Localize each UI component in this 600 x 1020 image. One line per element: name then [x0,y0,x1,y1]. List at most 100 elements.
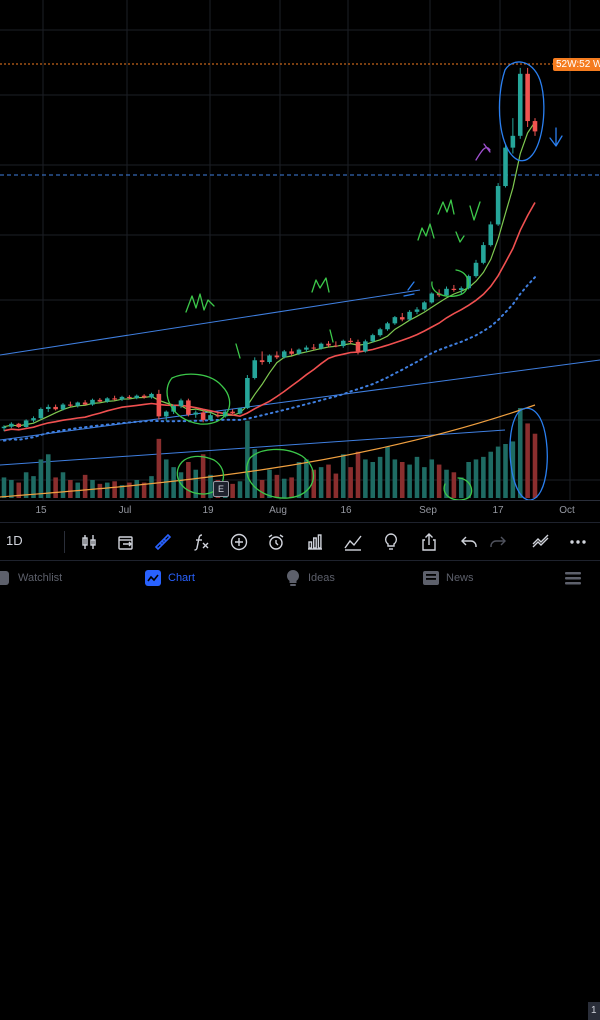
volume-bar [289,477,294,498]
time-axis[interactable]: 15 Jul 19 Aug 16 Sep 17 Oct 1 [0,500,600,1020]
tab-label: Chart [168,572,195,584]
watchlist-icon [0,571,9,585]
volume-bar [473,459,479,498]
volume-bar [245,420,250,498]
alarm-icon[interactable] [263,529,289,555]
volume-bar [348,467,353,498]
share-icon[interactable] [416,529,442,555]
volume-bar [156,438,162,498]
more-icon[interactable] [565,529,591,555]
candle [495,183,501,226]
candle [414,307,420,315]
volume-bar [267,469,272,498]
menu-icon [565,572,581,585]
sma-fast-line [3,121,536,428]
volume-bar [45,454,51,498]
ruler-icon[interactable] [150,529,176,555]
volume-bar [532,433,538,498]
candle [503,144,508,188]
candle [53,404,58,411]
volume-bar [422,467,427,498]
tab-label: Watchlist [18,572,63,584]
candles-icon[interactable] [76,529,102,555]
channel-lower-line [0,359,600,441]
toolbar-divider [64,531,65,553]
volume-bar [200,454,206,498]
sma-dotted-line [3,276,536,442]
annotation-stroke [246,448,314,499]
volume-bar [53,477,58,498]
candle [156,389,162,420]
annotation-stroke [498,61,545,162]
candle [429,292,435,304]
candle [444,286,449,297]
volume-bar [495,446,501,498]
interval-button[interactable]: 1D [6,533,23,548]
chart-icon [145,570,161,586]
indicator-icon[interactable] [340,529,366,555]
candle [311,344,317,351]
volume-bar [503,444,508,498]
candle [385,321,390,331]
candle [90,398,95,406]
tab-menu[interactable] [564,569,588,587]
annotation-stroke [469,201,481,221]
candle [75,401,81,408]
volume-bar [68,480,73,498]
undo-icon[interactable] [456,529,482,555]
annotation-stroke [455,231,465,243]
drawing-icon[interactable] [528,529,554,555]
volume-bar [304,459,309,498]
replay-icon[interactable] [113,529,139,555]
plus-circle-icon[interactable] [226,529,252,555]
tab-label: Ideas [308,572,335,584]
volume-bar [436,464,442,498]
volume-bar [392,459,398,498]
bars-icon[interactable] [302,529,328,555]
candle [340,339,346,348]
candle [38,407,44,420]
candle [451,284,457,292]
earnings-marker[interactable]: E [213,481,229,497]
time-tick: Oct [559,505,575,516]
candle [392,315,398,325]
volume-bar [23,472,29,498]
annotation-stroke [431,269,469,297]
tab-news[interactable]: News [422,569,474,587]
candle [318,342,324,350]
volume-bar [429,459,435,498]
candle [97,398,103,403]
candle [326,341,331,348]
candle [377,327,383,337]
redo-icon[interactable] [485,529,511,555]
candle [237,407,243,415]
annotation-stroke [443,477,473,500]
volume-bar [370,462,376,498]
candle [407,310,412,321]
volume-bar [296,462,302,498]
annotation-stroke [311,277,330,293]
volume-bar [163,459,169,498]
volume-bar [82,474,88,498]
volume-bar [311,469,317,498]
candle [119,395,125,402]
tab-chart[interactable]: Chart [144,569,195,587]
hand-drawn-annotations [166,61,563,500]
candle [355,339,361,355]
time-tick: Aug [269,505,287,516]
candle [510,118,516,154]
price-badge: 52W:52 W [553,58,600,71]
candle [16,422,22,429]
volume-bar [377,456,383,498]
tab-ideas[interactable]: Ideas [284,569,335,587]
news-icon [423,571,439,585]
tab-watchlist[interactable]: Watchlist [0,569,62,587]
fx-icon[interactable] [188,529,214,555]
volume-bar [444,469,449,498]
bulb-icon[interactable] [378,529,404,555]
candle [245,375,250,409]
volume-bar [134,480,140,498]
volume-bar [340,454,346,498]
price-chart[interactable] [0,0,600,500]
time-tick-current: 1 [588,1002,600,1020]
